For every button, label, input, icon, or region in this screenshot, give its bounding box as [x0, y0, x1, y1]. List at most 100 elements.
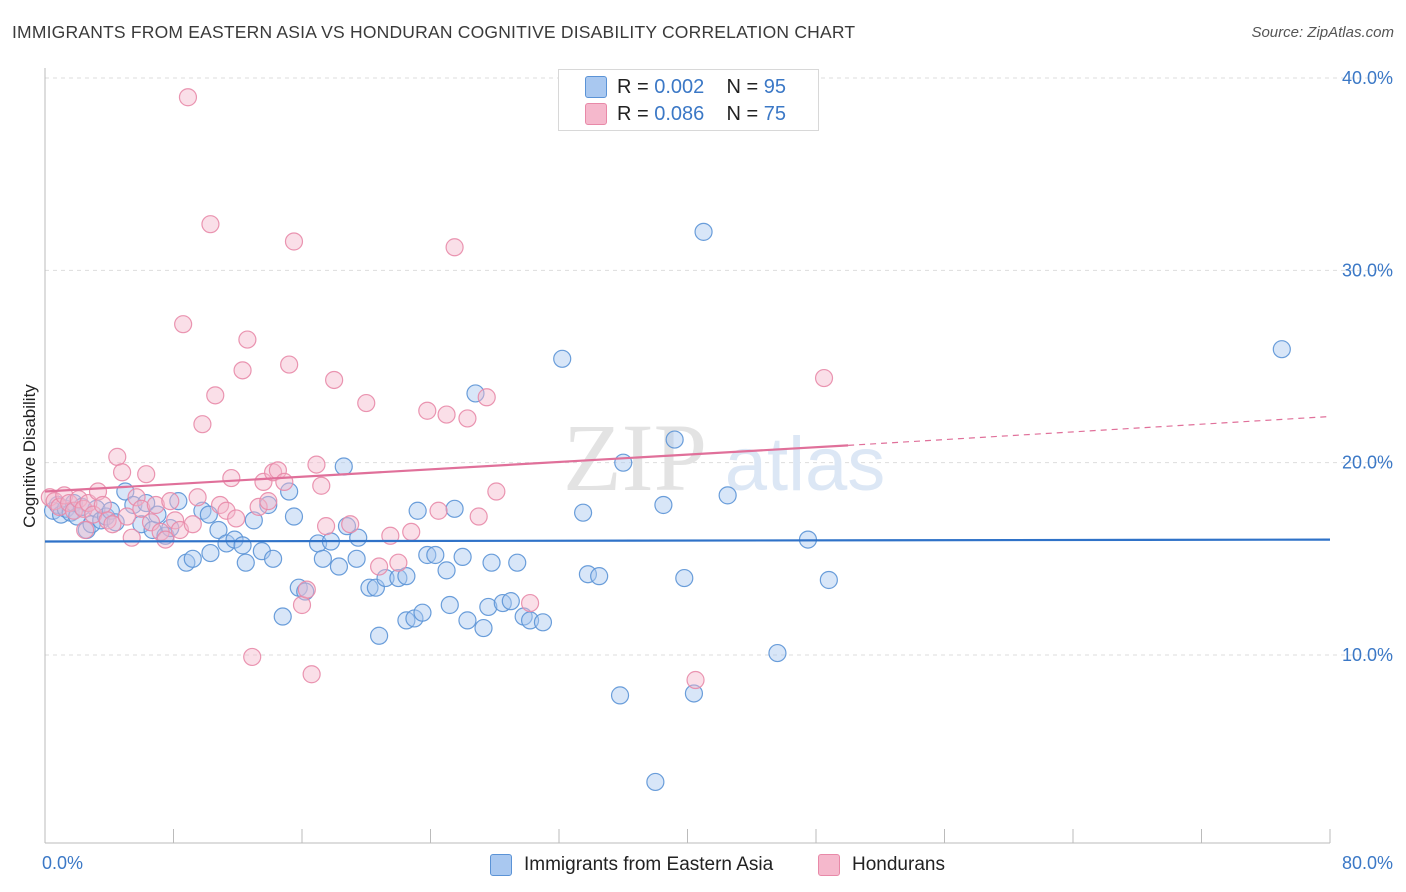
- legend-stats-hondurans: R = 0.086 N = 75: [617, 103, 786, 126]
- data-point: [183, 549, 202, 568]
- data-point: [222, 468, 241, 488]
- n-label: N =: [726, 102, 764, 125]
- data-point: [141, 513, 161, 532]
- data-point: [307, 455, 326, 474]
- data-point: [334, 457, 353, 476]
- data-point: [243, 647, 262, 667]
- data-point: [122, 528, 141, 547]
- data-point: [466, 384, 485, 403]
- data-point: [117, 507, 137, 526]
- data-point: [209, 520, 228, 540]
- data-point: [397, 567, 416, 586]
- data-point: [201, 543, 220, 563]
- source-credit: Source: ZipAtlas.com: [1251, 24, 1394, 41]
- data-point: [316, 517, 336, 536]
- legend-swatch-blue: [585, 76, 607, 98]
- data-point: [474, 618, 493, 638]
- grid-lines: [45, 77, 1392, 656]
- legend-swatch-pink: [585, 103, 607, 125]
- tick-labels: 10.0% 20.0% 30.0% 40.0% 0.0% 80.0%: [42, 68, 1393, 873]
- data-point: [174, 315, 193, 334]
- series-legend: Immigrants from Eastern Asia Hondurans: [0, 852, 1406, 878]
- data-point: [376, 568, 395, 588]
- data-point: [325, 370, 344, 390]
- data-point: [74, 499, 93, 518]
- data-point: [445, 238, 464, 257]
- data-point: [313, 549, 332, 568]
- legend-swatch-blue: [490, 854, 512, 876]
- trend-line: [848, 415, 1331, 446]
- data-point: [389, 553, 408, 572]
- legend-label-eastern-asia: Immigrants from Eastern Asia: [524, 854, 774, 875]
- data-point: [458, 409, 477, 428]
- legend-item-eastern-asia[interactable]: Immigrants from Eastern Asia: [490, 852, 773, 878]
- data-point: [429, 501, 448, 520]
- data-point: [814, 368, 834, 388]
- data-point: [206, 386, 225, 405]
- data-point: [132, 499, 151, 518]
- x-tick-label: 0.0%: [42, 853, 83, 873]
- data-point: [533, 613, 553, 632]
- data-point: [188, 488, 207, 507]
- legend-swatch-pink: [818, 854, 840, 876]
- data-point: [686, 670, 705, 690]
- data-point: [553, 349, 572, 368]
- data-point: [366, 578, 385, 597]
- chart-title: IMMIGRANTS FROM EASTERN ASIA VS HONDURAN…: [12, 22, 856, 42]
- data-point: [402, 522, 421, 542]
- data-point: [469, 507, 488, 526]
- data-point: [357, 393, 376, 413]
- y-tick-label: 40.0%: [1342, 68, 1393, 88]
- data-point: [45, 492, 64, 511]
- data-point: [249, 497, 268, 517]
- data-point: [238, 330, 257, 349]
- r-label: R =: [617, 75, 655, 98]
- series-hondurans: [40, 88, 834, 690]
- data-point: [217, 501, 236, 520]
- data-point: [768, 643, 787, 663]
- data-point: [161, 492, 180, 511]
- r-label: R =: [617, 102, 655, 125]
- data-point: [50, 497, 69, 517]
- data-point: [227, 509, 246, 528]
- data-point: [418, 401, 437, 420]
- data-point: [426, 545, 445, 565]
- data-point: [610, 686, 630, 705]
- x-tick-label: 80.0%: [1342, 853, 1393, 873]
- data-point: [297, 580, 316, 599]
- data-point: [694, 222, 713, 241]
- data-point: [341, 515, 360, 534]
- data-point: [156, 530, 175, 549]
- y-tick-label: 30.0%: [1342, 260, 1393, 280]
- y-tick-label: 20.0%: [1342, 453, 1393, 473]
- data-point: [108, 447, 127, 466]
- data-point: [501, 592, 520, 611]
- data-point: [360, 578, 379, 597]
- data-point: [482, 553, 501, 572]
- data-point: [263, 549, 283, 568]
- data-point: [520, 593, 540, 613]
- legend-item-hondurans[interactable]: Hondurans: [818, 852, 945, 878]
- data-point: [445, 499, 464, 518]
- data-point: [437, 405, 456, 424]
- legend-label-hondurans: Hondurans: [852, 854, 945, 875]
- data-point: [646, 772, 665, 792]
- data-point: [329, 557, 349, 576]
- data-point: [137, 465, 156, 484]
- n-value: 75: [763, 102, 787, 125]
- data-point: [280, 355, 299, 374]
- data-point: [302, 665, 321, 684]
- axes: [44, 68, 1331, 844]
- data-point: [479, 597, 498, 617]
- data-point: [201, 215, 220, 234]
- legend-stats-eastern-asia: R = 0.002 N = 95: [617, 76, 786, 99]
- data-point: [819, 570, 838, 590]
- watermark-atlas: atlas: [725, 422, 886, 507]
- trend-lines: [44, 415, 1331, 543]
- trend-line: [44, 538, 1331, 543]
- data-point: [458, 611, 477, 630]
- data-point: [347, 549, 366, 568]
- data-point: [508, 553, 527, 572]
- data-point: [578, 565, 598, 584]
- data-point: [292, 595, 312, 615]
